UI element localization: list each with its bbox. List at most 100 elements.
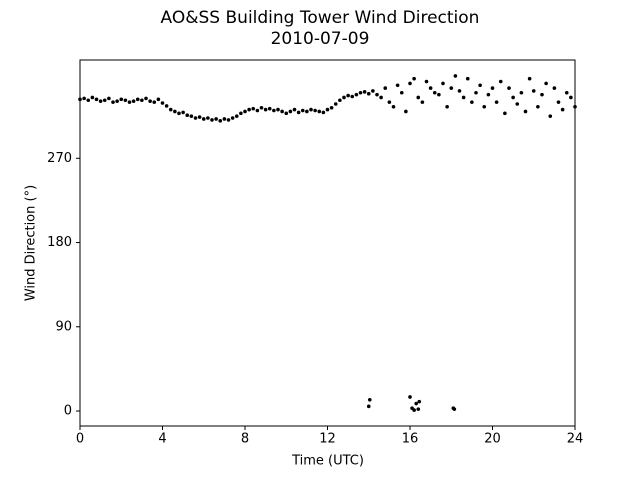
point <box>193 116 198 120</box>
point <box>556 100 561 104</box>
x-tick-label: 8 <box>241 432 249 447</box>
point <box>160 101 165 105</box>
point <box>432 90 437 95</box>
point <box>346 93 350 98</box>
point <box>573 105 577 109</box>
point <box>119 97 124 102</box>
point <box>255 108 260 113</box>
point <box>144 96 148 101</box>
point <box>412 76 416 81</box>
point <box>214 117 218 121</box>
point <box>152 100 157 104</box>
point <box>338 98 342 103</box>
point <box>470 100 474 104</box>
point <box>527 76 532 81</box>
point <box>135 97 140 102</box>
point <box>272 108 276 113</box>
point <box>416 95 421 100</box>
point <box>342 95 346 100</box>
y-axis-label: Wind Direction (°) <box>24 185 39 301</box>
point <box>239 111 243 116</box>
point <box>300 108 305 113</box>
point <box>453 74 458 78</box>
point <box>325 107 330 112</box>
point <box>560 107 565 112</box>
x-tick-label: 0 <box>76 432 84 447</box>
point <box>498 79 503 84</box>
point <box>98 99 103 103</box>
x-tick-label: 4 <box>158 432 166 447</box>
point <box>441 81 445 86</box>
x-tick-label: 24 <box>567 432 584 447</box>
point <box>417 399 422 404</box>
point <box>94 97 99 102</box>
point <box>474 90 478 95</box>
point <box>131 99 136 103</box>
point <box>201 117 206 121</box>
point <box>457 89 462 93</box>
point <box>210 118 214 122</box>
point <box>140 98 144 103</box>
point <box>181 110 185 115</box>
point <box>482 105 487 109</box>
point <box>148 99 152 103</box>
point <box>284 111 289 116</box>
point <box>86 98 91 103</box>
x-tick-label: 20 <box>484 432 501 447</box>
point <box>379 95 383 100</box>
point <box>569 95 573 100</box>
x-tick-label: 16 <box>402 432 419 447</box>
point <box>234 114 239 118</box>
point <box>445 105 449 109</box>
point <box>226 118 231 122</box>
point <box>218 119 223 123</box>
point <box>185 113 190 118</box>
plot-frame <box>79 59 576 427</box>
chart-subtitle: 2010-07-09 <box>271 29 370 49</box>
point <box>367 397 372 402</box>
y-tick-label: 180 <box>47 235 72 250</box>
chart-title: AO&SS Building Tower Wind Direction <box>161 8 480 28</box>
point <box>486 92 491 97</box>
point <box>564 90 569 95</box>
point <box>267 106 272 111</box>
point <box>127 100 132 104</box>
point <box>366 404 371 409</box>
point <box>259 105 264 110</box>
point <box>531 89 536 93</box>
point <box>395 83 400 88</box>
point <box>540 92 544 97</box>
point <box>490 86 495 90</box>
point <box>404 109 408 114</box>
point <box>168 107 173 112</box>
point <box>420 100 425 104</box>
point <box>552 86 557 90</box>
point <box>358 90 363 95</box>
point <box>107 96 111 101</box>
point <box>280 109 284 114</box>
point <box>515 102 520 106</box>
point <box>503 111 507 116</box>
point <box>383 86 388 90</box>
point <box>247 107 251 112</box>
point <box>333 102 338 106</box>
point <box>123 98 128 103</box>
point <box>90 95 95 100</box>
point <box>197 115 202 119</box>
point <box>362 90 367 94</box>
x-axis-label: Time (UTC) <box>291 454 364 469</box>
point <box>317 109 322 114</box>
point <box>366 91 371 96</box>
point <box>173 109 177 114</box>
point <box>222 117 227 121</box>
point <box>115 99 119 103</box>
point <box>437 92 441 97</box>
point <box>511 95 515 100</box>
point <box>548 114 553 118</box>
point <box>375 92 379 97</box>
point <box>321 110 326 115</box>
point <box>399 90 404 95</box>
point <box>164 104 169 108</box>
point <box>412 408 416 412</box>
